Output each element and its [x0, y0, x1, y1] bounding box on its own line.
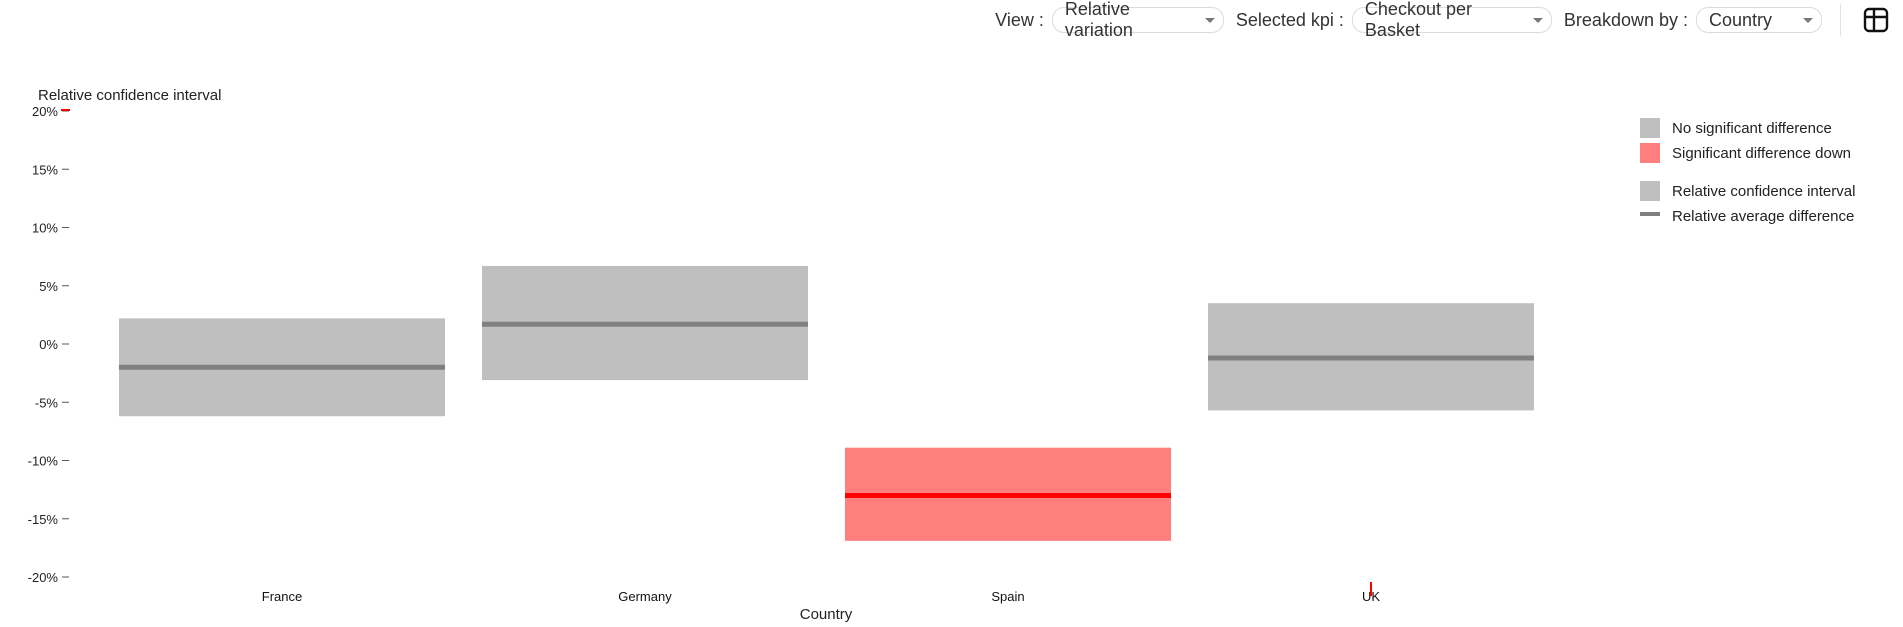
y-axis-title: Relative confidence interval	[38, 87, 221, 104]
legend-label: No significant difference	[1672, 120, 1832, 137]
y-tick-label: -15%	[28, 512, 59, 527]
x-tick-label: Germany	[618, 589, 672, 604]
caret-down-icon	[1204, 17, 1215, 23]
view-label: View :	[995, 9, 1044, 30]
breakdown-dropdown[interactable]: Country	[1696, 7, 1822, 33]
breakdown-label: Breakdown by :	[1563, 9, 1688, 30]
x-tick-label: UK	[1362, 589, 1380, 604]
y-axis: 20% 15% 10% 5% 0% -5% -10% -15% -20%	[28, 104, 70, 585]
toolbar-divider	[1840, 4, 1841, 36]
y-tick-label: 0%	[39, 337, 58, 352]
legend-label: Relative confidence interval	[1672, 183, 1855, 200]
toolbar: View : Relative variation Selected kpi :…	[991, 0, 1903, 40]
kpi-dropdown-value: Checkout per Basket	[1364, 0, 1472, 40]
y-tick-label: -10%	[28, 454, 59, 469]
legend: No significant difference Significant dif…	[1640, 118, 1855, 225]
legend-swatch	[1640, 143, 1660, 163]
y-tick-label: 20%	[32, 104, 58, 119]
y-tick-label: -5%	[35, 395, 59, 410]
legend-label: Relative average difference	[1672, 208, 1854, 225]
y-tick-label: 5%	[39, 279, 58, 294]
legend-swatch	[1640, 118, 1660, 138]
caret-down-icon	[1532, 17, 1543, 23]
kpi-label: Selected kpi :	[1235, 9, 1344, 30]
legend-swatch	[1640, 181, 1660, 201]
legend-label: Significant difference down	[1672, 145, 1851, 162]
view-dropdown[interactable]: Relative variation	[1051, 0, 1224, 40]
table-view-button[interactable]	[1859, 3, 1893, 37]
caret-down-icon	[1803, 17, 1813, 23]
table-icon	[1863, 7, 1889, 33]
x-axis-title: Country	[800, 606, 853, 623]
plot-area: France Germany Spain UK	[119, 265, 1534, 604]
kpi-dropdown[interactable]: Checkout per Basket	[1351, 0, 1552, 40]
view-dropdown-value: Relative variation	[1064, 0, 1133, 40]
y-tick-label: 15%	[32, 162, 58, 177]
x-tick-label: Spain	[991, 589, 1024, 604]
y-tick-label: 10%	[32, 221, 58, 236]
x-tick-label: France	[262, 589, 302, 604]
y-tick-label: -20%	[28, 570, 59, 585]
breakdown-dropdown-value: Country	[1709, 9, 1773, 30]
